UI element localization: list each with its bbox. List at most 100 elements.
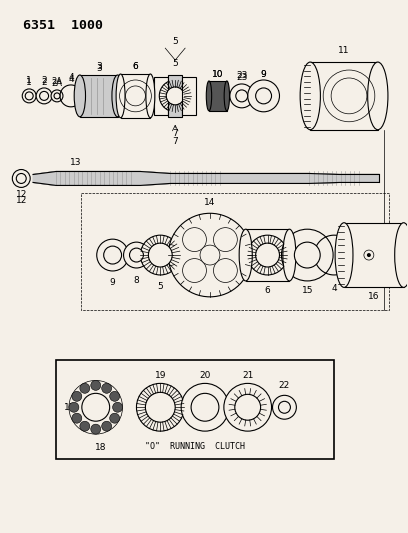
Text: 12: 12 — [16, 190, 27, 199]
Circle shape — [72, 413, 82, 423]
Circle shape — [102, 421, 112, 431]
Circle shape — [213, 228, 237, 252]
Circle shape — [248, 80, 279, 112]
Text: 23: 23 — [236, 71, 247, 80]
Circle shape — [25, 92, 33, 100]
Text: 10: 10 — [212, 69, 224, 78]
Text: 2A: 2A — [51, 77, 62, 86]
Circle shape — [236, 90, 248, 102]
Text: 9: 9 — [110, 278, 115, 287]
Text: 4: 4 — [68, 76, 74, 84]
Bar — [168, 75, 182, 117]
Circle shape — [40, 92, 49, 100]
Text: 3: 3 — [96, 63, 102, 72]
Bar — [182, 77, 196, 115]
Ellipse shape — [300, 62, 320, 130]
Text: 7: 7 — [172, 137, 178, 146]
Text: 6: 6 — [265, 286, 271, 295]
Circle shape — [140, 235, 180, 275]
Text: 2: 2 — [41, 76, 47, 85]
Circle shape — [124, 242, 149, 268]
Circle shape — [256, 243, 279, 267]
Circle shape — [80, 421, 90, 431]
Text: 17: 17 — [64, 403, 76, 412]
Text: 1: 1 — [27, 78, 32, 87]
Bar — [80, 75, 118, 117]
Bar — [246, 229, 289, 281]
Text: 23: 23 — [236, 74, 247, 83]
Text: 15: 15 — [302, 286, 313, 295]
Text: 7: 7 — [172, 129, 178, 138]
Text: 2A: 2A — [51, 79, 62, 88]
Circle shape — [113, 402, 122, 412]
Circle shape — [279, 401, 290, 413]
Text: 12: 12 — [16, 196, 27, 205]
Ellipse shape — [74, 75, 86, 117]
Text: 9: 9 — [261, 69, 266, 78]
Text: 10: 10 — [212, 69, 224, 78]
Ellipse shape — [116, 74, 125, 118]
Circle shape — [256, 88, 272, 104]
Circle shape — [91, 381, 101, 390]
Text: 20: 20 — [199, 371, 211, 380]
Circle shape — [295, 242, 320, 268]
Circle shape — [191, 393, 219, 421]
Text: 2: 2 — [41, 78, 47, 87]
Ellipse shape — [206, 81, 212, 111]
Circle shape — [72, 391, 82, 401]
Bar — [81, 193, 389, 310]
Circle shape — [248, 235, 287, 275]
Circle shape — [149, 243, 172, 267]
Ellipse shape — [146, 74, 155, 118]
Circle shape — [183, 228, 206, 252]
Text: 3: 3 — [96, 61, 102, 70]
Text: 13: 13 — [70, 158, 82, 167]
Text: 6351  1000: 6351 1000 — [23, 19, 103, 33]
Circle shape — [166, 87, 184, 105]
Ellipse shape — [239, 229, 252, 281]
Circle shape — [168, 213, 252, 297]
Circle shape — [200, 245, 220, 265]
Circle shape — [230, 84, 254, 108]
Text: 4: 4 — [331, 285, 337, 293]
Text: 5: 5 — [172, 37, 178, 46]
Circle shape — [80, 383, 90, 393]
Text: 18: 18 — [95, 442, 106, 451]
Ellipse shape — [224, 81, 230, 111]
Text: 9: 9 — [261, 69, 266, 78]
Text: 4: 4 — [68, 74, 74, 83]
Text: 14: 14 — [204, 198, 216, 207]
Circle shape — [12, 169, 30, 188]
Circle shape — [82, 393, 110, 421]
Circle shape — [136, 383, 184, 431]
Circle shape — [97, 239, 129, 271]
Bar — [209, 81, 227, 111]
Circle shape — [235, 394, 261, 420]
Bar — [121, 74, 151, 118]
Ellipse shape — [112, 75, 123, 117]
Bar — [344, 223, 404, 287]
Circle shape — [110, 413, 120, 423]
Ellipse shape — [283, 229, 296, 281]
Circle shape — [213, 259, 237, 282]
Circle shape — [364, 250, 374, 260]
Circle shape — [367, 253, 371, 257]
Circle shape — [282, 229, 333, 281]
Circle shape — [102, 383, 112, 393]
Polygon shape — [33, 172, 379, 185]
Circle shape — [159, 80, 191, 112]
Text: 8: 8 — [133, 277, 140, 286]
Bar — [154, 77, 168, 115]
Text: 11: 11 — [338, 46, 350, 55]
Circle shape — [129, 248, 144, 262]
Circle shape — [110, 391, 120, 401]
Circle shape — [145, 392, 175, 422]
Circle shape — [181, 383, 229, 431]
Circle shape — [54, 93, 60, 99]
Ellipse shape — [335, 223, 353, 287]
Circle shape — [51, 90, 63, 102]
Circle shape — [22, 89, 36, 103]
Text: 16: 16 — [368, 292, 379, 301]
Text: "O"  RUNNING  CLUTCH: "O" RUNNING CLUTCH — [145, 442, 245, 451]
Text: 1: 1 — [27, 76, 32, 85]
